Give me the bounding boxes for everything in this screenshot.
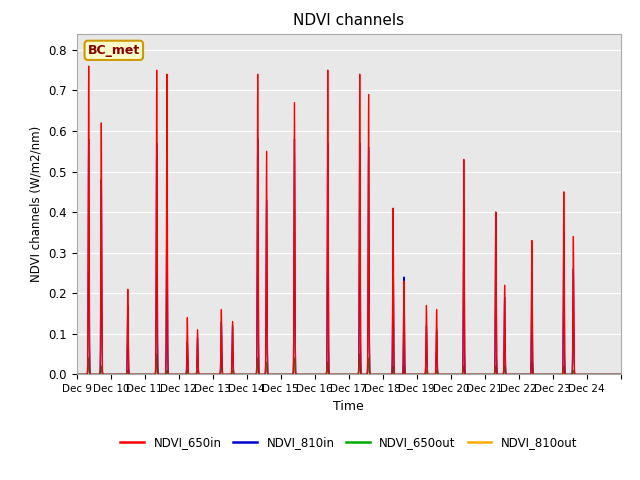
Line: NDVI_810in: NDVI_810in [77, 139, 621, 374]
NDVI_650out [184, 372, 192, 377]
NDVI_650out [611, 372, 619, 377]
NDVI_650in [85, 63, 93, 69]
NDVI_810in [611, 372, 619, 377]
NDVI_650in [534, 372, 541, 377]
NDVI_810in [617, 372, 625, 377]
Y-axis label: NDVI channels (W/m2/nm): NDVI channels (W/m2/nm) [30, 126, 43, 282]
NDVI_650out [419, 372, 426, 377]
NDVI_810in [501, 336, 509, 342]
NDVI_810out [184, 372, 192, 377]
NDVI_810in [534, 372, 541, 377]
NDVI_810in [467, 372, 474, 377]
NDVI_810out [501, 368, 509, 373]
Text: BC_met: BC_met [88, 44, 140, 57]
NDVI_650in [73, 372, 81, 377]
Line: NDVI_650in: NDVI_650in [77, 66, 621, 374]
Legend: NDVI_650in, NDVI_810in, NDVI_650out, NDVI_810out: NDVI_650in, NDVI_810in, NDVI_650out, NDV… [116, 432, 582, 454]
NDVI_810in [184, 370, 192, 376]
NDVI_650in [617, 372, 625, 377]
Line: NDVI_810out: NDVI_810out [77, 354, 621, 374]
NDVI_810out [617, 372, 625, 377]
NDVI_650out [467, 372, 474, 377]
NDVI_810in [419, 372, 426, 377]
X-axis label: Time: Time [333, 400, 364, 413]
NDVI_810out [419, 372, 426, 377]
NDVI_650in [467, 372, 474, 377]
NDVI_810out [153, 351, 161, 357]
NDVI_650in [501, 331, 509, 336]
NDVI_810in [85, 136, 93, 142]
NDVI_650out [153, 351, 161, 357]
NDVI_810out [467, 372, 474, 377]
NDVI_650in [611, 372, 619, 377]
NDVI_810in [73, 372, 81, 377]
NDVI_810out [73, 372, 81, 377]
NDVI_650in [184, 369, 192, 375]
NDVI_650out [534, 372, 541, 377]
Title: NDVI channels: NDVI channels [293, 13, 404, 28]
NDVI_650in [419, 372, 426, 377]
NDVI_650out [73, 372, 81, 377]
NDVI_810out [534, 372, 541, 377]
NDVI_810out [611, 372, 619, 377]
NDVI_650out [617, 372, 625, 377]
Line: NDVI_650out: NDVI_650out [77, 354, 621, 374]
NDVI_650out [501, 368, 509, 373]
